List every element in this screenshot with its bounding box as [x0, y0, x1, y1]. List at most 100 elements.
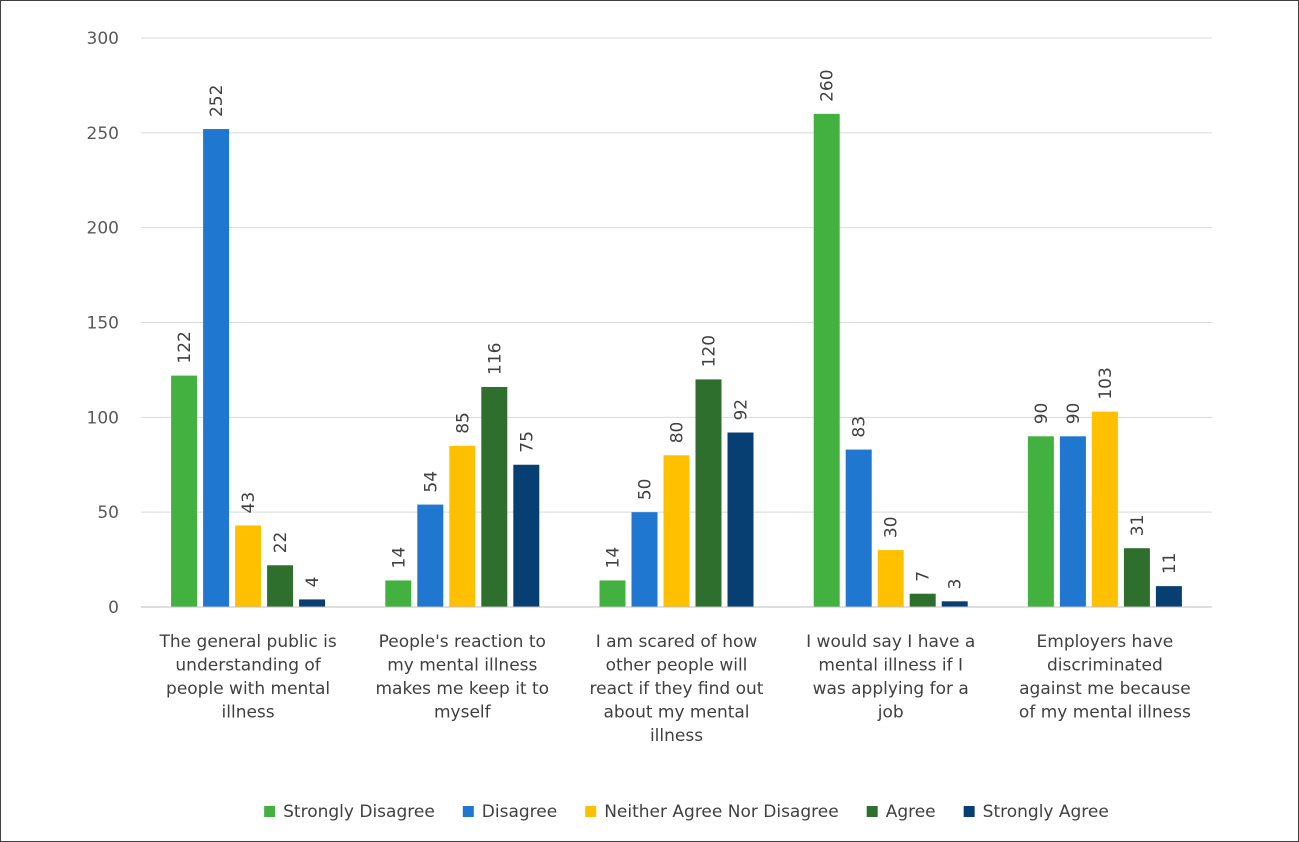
data-label: 122 — [175, 331, 195, 363]
legend-item: Neither Agree Nor Disagree — [585, 802, 839, 822]
legend-swatch — [866, 806, 878, 817]
x-tick-label-line: makes me keep it to — [376, 679, 550, 699]
x-tick-label-line: other people will — [606, 656, 748, 676]
legend-item: Strongly Disagree — [264, 802, 435, 822]
data-label: 103 — [1096, 367, 1116, 399]
x-tick-label: People's reaction to my mental illness mak… — [376, 632, 550, 723]
y-tick-label: 50 — [97, 503, 119, 523]
data-label: 22 — [271, 532, 291, 554]
data-label: 90 — [1032, 403, 1052, 425]
bar — [481, 386, 508, 607]
x-tick-label: Employers have discriminated against me be… — [1019, 632, 1191, 723]
bar — [695, 379, 722, 607]
data-label: 43 — [239, 492, 259, 514]
y-tick-label: 0 — [108, 598, 119, 618]
bar — [663, 455, 690, 607]
data-label: 90 — [1064, 403, 1084, 425]
bar — [727, 432, 754, 607]
legend-label: Strongly Disagree — [283, 802, 435, 822]
bar — [909, 593, 936, 607]
x-tick-label-line: people with mental — [166, 679, 330, 699]
legend: Strongly Disagree Disagree Neither Agree N… — [264, 802, 1109, 822]
x-tick-label-line: myself — [434, 703, 492, 723]
data-label: 260 — [818, 69, 838, 101]
legend-swatch — [963, 806, 975, 817]
x-tick-label-line: react if they find out — [590, 679, 764, 699]
data-label: 252 — [207, 85, 227, 117]
bar — [1027, 436, 1054, 607]
data-label: 14 — [389, 547, 409, 569]
bar — [599, 580, 626, 607]
x-tick-label-line: understanding of — [175, 656, 321, 676]
x-tick-label: I am scared of how other people will react… — [590, 632, 764, 746]
bar — [385, 580, 412, 607]
data-label: 7 — [914, 571, 934, 582]
x-tick-label-line: I am scared of how — [596, 632, 758, 652]
legend-label: Strongly Agree — [983, 802, 1109, 822]
legend-label: Agree — [886, 802, 936, 822]
legend-label: Disagree — [482, 802, 557, 822]
x-tick-label-line: The general public is — [159, 632, 337, 652]
data-label: 54 — [421, 471, 441, 493]
data-label: 83 — [850, 416, 870, 438]
data-label: 14 — [604, 547, 624, 569]
bar — [1155, 586, 1182, 607]
y-tick-label: 250 — [87, 124, 119, 144]
data-label: 116 — [485, 343, 505, 375]
data-label: 80 — [668, 422, 688, 444]
data-labels: 122 252 43 22 4 14 54 85 116 75 14 50 80 120 92 260 83 30… — [175, 69, 1180, 589]
x-tick-label-line: I would say I have a — [806, 632, 975, 652]
bar — [203, 129, 230, 608]
data-label: 92 — [732, 399, 752, 421]
data-label: 85 — [453, 412, 473, 434]
y-axis: 0 50 100 150 200 250 300 — [87, 29, 119, 618]
y-tick-label: 150 — [87, 314, 119, 334]
x-tick-label: The general public is understanding of peo… — [159, 632, 337, 723]
bar — [631, 512, 658, 607]
x-tick-label-line: my mental illness — [387, 656, 537, 676]
x-tick-label-line: mental illness if I — [818, 656, 963, 676]
legend-item: Agree — [866, 802, 936, 822]
legend-item: Disagree — [462, 802, 557, 822]
bar — [941, 601, 968, 607]
x-tick-label: I would say I have a mental illness if I w… — [806, 632, 975, 723]
x-tick-label-line: against me because — [1019, 679, 1191, 699]
bar — [1123, 548, 1150, 607]
x-tick-label-line: Employers have — [1037, 632, 1174, 652]
data-label: 50 — [636, 479, 656, 501]
legend-swatch — [462, 806, 474, 817]
data-label: 75 — [517, 431, 537, 453]
data-label: 11 — [1160, 552, 1180, 574]
x-tick-label-line: discriminated — [1047, 656, 1163, 676]
bar — [171, 375, 198, 607]
y-tick-label: 100 — [87, 408, 119, 428]
bar — [845, 449, 872, 607]
bar — [449, 445, 476, 607]
legend-label: Neither Agree Nor Disagree — [604, 802, 838, 822]
x-tick-label-line: People's reaction to — [379, 632, 546, 652]
bar — [267, 565, 294, 607]
x-tick-label-line: of my mental illness — [1019, 703, 1191, 723]
bar — [1059, 436, 1086, 607]
legend-swatch — [264, 806, 276, 817]
data-label: 31 — [1128, 515, 1148, 537]
data-label: 120 — [700, 335, 720, 367]
legend-swatch — [585, 806, 597, 817]
bars — [171, 113, 1182, 608]
x-tick-label-line: job — [877, 703, 904, 723]
data-label: 4 — [303, 577, 323, 588]
bar — [235, 525, 262, 607]
x-tick-label-line: illness — [222, 703, 275, 723]
bar — [513, 464, 540, 607]
x-axis: The general public is understanding of peo… — [141, 606, 1212, 746]
bar — [813, 113, 840, 607]
bar — [299, 599, 326, 607]
data-label: 3 — [946, 578, 966, 589]
x-tick-label-line: illness — [650, 726, 703, 746]
data-label: 30 — [882, 516, 902, 538]
y-tick-label: 300 — [87, 29, 119, 49]
legend-item: Strongly Agree — [963, 802, 1109, 822]
bar — [417, 504, 444, 607]
